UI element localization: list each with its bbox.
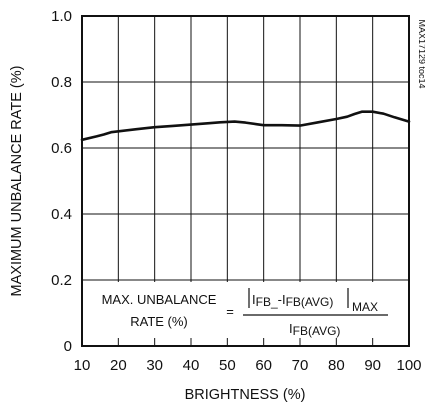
y-axis-title: MAXIMUM UNBALANCE RATE (%) — [9, 66, 25, 297]
numerator-max-sub: MAX — [352, 300, 378, 314]
x-tick-label: 40 — [183, 357, 200, 374]
y-tick-label: 0.4 — [51, 206, 72, 223]
chart-id-label: MAX17129 toc14 — [417, 19, 425, 88]
numerator-text: IFB_-IFB(AVG) — [252, 292, 333, 309]
series-line — [80, 110, 411, 142]
numerator-minus-i: -I — [278, 292, 286, 307]
numerator-fbavg-sub: FB(AVG) — [286, 295, 334, 309]
y-tick-labels: 0 0.2 0.4 0.6 0.8 1.0 — [51, 8, 72, 355]
formula-equals: = — [226, 304, 234, 319]
x-tick-label: 50 — [219, 357, 236, 374]
x-tick-label: 30 — [146, 357, 163, 374]
denominator-i: I — [289, 321, 293, 336]
y-tick-label: 0.6 — [51, 140, 72, 157]
x-tick-label: 60 — [255, 357, 272, 374]
y-tick-label: 0 — [64, 338, 72, 355]
x-tick-label: 70 — [292, 357, 309, 374]
x-tick-labels: 10 20 30 40 50 60 70 80 90 100 — [74, 357, 422, 374]
x-tick-label: 10 — [74, 357, 91, 374]
y-tick-label: 0.2 — [51, 272, 72, 289]
y-tick-label: 1.0 — [51, 8, 72, 25]
x-tick-label: 90 — [364, 357, 381, 374]
formula-label-line2: RATE (%) — [130, 314, 188, 329]
denominator-sub: FB(AVG) — [293, 324, 341, 338]
y-tick-label: 0.8 — [51, 74, 72, 91]
grid — [82, 16, 409, 346]
numerator-i: I — [252, 292, 256, 307]
formula-annotation: MAX. UNBALANCE RATE (%) = IFB_-IFB(AVG) … — [92, 282, 398, 338]
x-tick-label: 80 — [328, 357, 345, 374]
formula-box — [92, 282, 398, 338]
denominator-text: IFB(AVG) — [289, 321, 340, 338]
series-layer — [80, 110, 411, 142]
x-tick-label: 100 — [396, 357, 421, 374]
x-axis-title: BRIGHTNESS (%) — [185, 387, 306, 403]
plot-frame — [81, 15, 410, 347]
formula-label-line1: MAX. UNBALANCE — [102, 292, 217, 307]
x-tick-label: 20 — [110, 357, 127, 374]
numerator-fb-sub: FB_ — [256, 295, 278, 309]
